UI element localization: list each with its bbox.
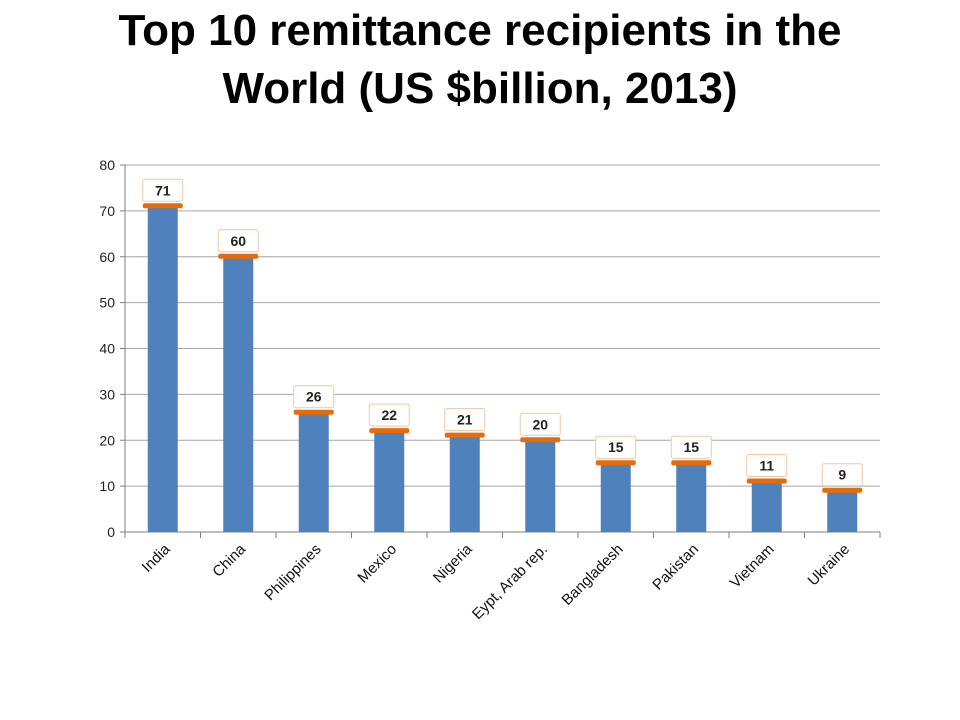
bar — [449, 435, 480, 532]
category-label: Mexico — [354, 541, 400, 587]
bar-cap — [218, 253, 259, 259]
data-label-box — [293, 385, 335, 409]
data-label: 11 — [759, 458, 774, 474]
data-label-box — [142, 178, 184, 202]
bar-cap — [822, 487, 863, 493]
bar — [827, 490, 858, 532]
data-label: 9 — [838, 467, 846, 483]
data-label-box — [595, 435, 637, 459]
bars — [142, 203, 863, 532]
data-label: 20 — [532, 416, 548, 432]
y-tick-label: 10 — [99, 478, 115, 494]
data-label: 71 — [155, 182, 171, 198]
category-label: Vietnam — [727, 541, 778, 592]
bar-cap — [293, 409, 334, 415]
bar-cap — [595, 460, 636, 466]
bar — [525, 440, 556, 532]
y-tick-label: 30 — [99, 386, 115, 402]
category-label: Eypt, Arab rep. — [469, 541, 551, 623]
bar — [298, 412, 329, 532]
bar — [676, 463, 707, 532]
y-tick-label: 40 — [99, 341, 115, 357]
data-label: 15 — [683, 439, 699, 455]
y-tick-label: 80 — [99, 157, 115, 173]
bar — [147, 206, 178, 532]
bar — [751, 481, 782, 532]
category-label: Philippines — [261, 541, 324, 604]
data-label: 60 — [230, 233, 246, 249]
data-label: 26 — [306, 389, 322, 405]
bar-cap — [520, 437, 561, 443]
data-label-box — [821, 463, 863, 487]
y-axis-tick-labels: 0 10 20 30 40 50 60 70 80 — [99, 157, 115, 540]
data-label-box — [519, 412, 561, 436]
bar-cap — [444, 432, 485, 438]
data-label: 21 — [457, 412, 473, 428]
category-label: Bangladesh — [559, 541, 627, 609]
bar-cap — [369, 428, 410, 434]
y-tick-label: 0 — [107, 524, 115, 540]
bar — [223, 256, 254, 532]
data-label-box — [444, 408, 486, 432]
data-labels: 71 60 26 22 21 20 15 15 11 9 — [142, 178, 863, 487]
slide-title: Top 10 remittance recipients in the Worl… — [118, 6, 842, 113]
y-tick-label: 70 — [99, 203, 115, 219]
x-axis-category-labels: India China Philippines Mexico NigeriaEypt, … — [139, 540, 854, 623]
category-label: Pakistan — [649, 541, 702, 594]
data-label: 22 — [381, 407, 397, 423]
bar-cap — [142, 203, 183, 209]
category-label: India — [139, 540, 174, 575]
category-label: China — [209, 540, 249, 580]
category-label: Ukraine — [805, 541, 854, 590]
y-tick-label: 20 — [99, 432, 115, 448]
y-tick-label: 50 — [99, 295, 115, 311]
data-label-box — [217, 229, 259, 253]
bar-cap — [746, 478, 787, 484]
data-label: 15 — [608, 439, 624, 455]
data-label-box — [368, 403, 410, 427]
category-label: Nigeria — [430, 540, 476, 586]
data-label-box — [746, 454, 788, 478]
y-tick-label: 60 — [99, 249, 115, 265]
bar — [374, 431, 405, 532]
data-label-box — [670, 435, 712, 459]
bar-cap — [671, 460, 712, 466]
bar — [600, 463, 631, 532]
